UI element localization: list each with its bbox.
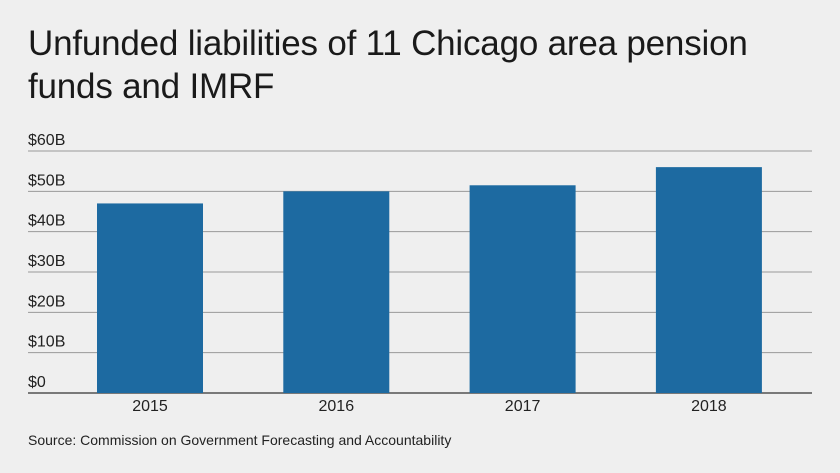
x-tick-label: 2015 [132,398,168,415]
y-tick-label: $20B [28,293,65,310]
x-tick-label: 2018 [691,398,727,415]
y-tick-label: $0 [28,374,46,391]
axis-labels: $0 $10B $20B $30B $40B $50B $60B 2015 2016 2017 20… [28,132,727,415]
chart-title: Unfunded liabilities of 11 Chicago area … [28,24,748,106]
y-tick-label: $40B [28,213,65,230]
bar-2016 [283,191,390,393]
bars [97,167,762,393]
source-note: Source: Commission on Government Forecas… [28,432,452,448]
y-tick-label: $30B [28,253,65,270]
x-tick-label: 2016 [319,398,355,415]
bar-2017 [469,185,576,393]
bar-2015 [97,203,203,393]
y-tick-label: $50B [28,172,65,189]
x-tick-label: 2017 [505,398,541,415]
bar-2018 [655,167,762,393]
y-tick-label: $60B [28,132,65,149]
y-tick-label: $10B [28,334,65,351]
